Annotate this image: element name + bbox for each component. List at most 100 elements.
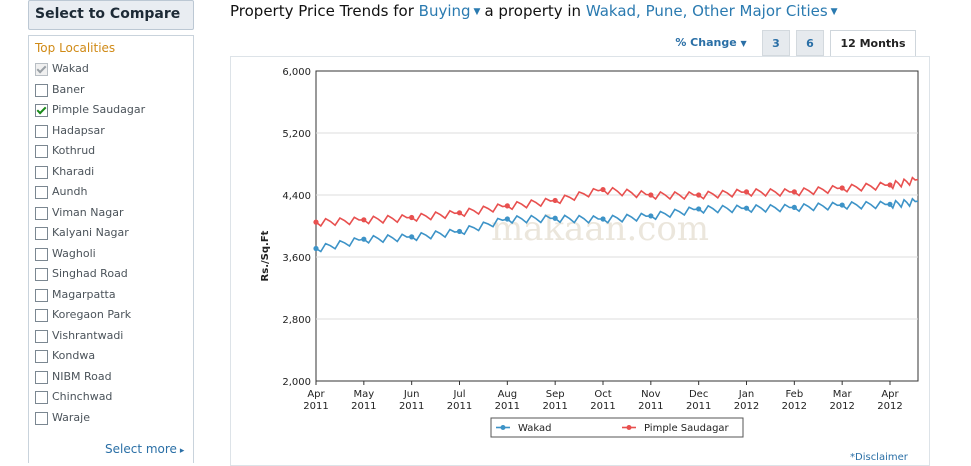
locality-label: Kondwa bbox=[52, 349, 96, 362]
compare-sidebar: Select to Compare Top Localities Wakad Ba… bbox=[28, 0, 194, 463]
locality-label: Koregaon Park bbox=[52, 308, 132, 321]
x-tick-label: Jul bbox=[452, 389, 465, 400]
title-middle: a property in bbox=[484, 2, 582, 20]
x-tick-label: 2012 bbox=[782, 401, 807, 412]
x-tick-label: 2012 bbox=[829, 401, 854, 412]
locality-checkbox[interactable] bbox=[35, 104, 48, 117]
data-point bbox=[839, 202, 845, 208]
data-point bbox=[887, 201, 893, 207]
x-tick-label: Nov bbox=[641, 389, 661, 400]
data-point bbox=[552, 197, 558, 204]
locality-checkbox[interactable] bbox=[35, 186, 48, 199]
locality-label: Waraje bbox=[52, 410, 91, 424]
legend-label: Pimple Saudagar bbox=[644, 423, 730, 434]
tab-6-months[interactable]: 6 bbox=[796, 30, 824, 56]
locality-checkbox[interactable] bbox=[35, 391, 48, 404]
x-tick-label: 2011 bbox=[303, 401, 328, 412]
locality-checkbox[interactable] bbox=[35, 63, 48, 76]
legend-box bbox=[490, 417, 744, 438]
data-point bbox=[313, 245, 319, 252]
x-tick-label: Apr bbox=[307, 389, 325, 400]
locality-checkbox[interactable] bbox=[35, 411, 48, 425]
chevron-down-icon[interactable]: ▼ bbox=[830, 7, 838, 17]
tab-12-months[interactable]: 12 Months bbox=[830, 30, 916, 56]
locality-label: Magarpatta bbox=[52, 287, 116, 301]
legend-marker bbox=[626, 425, 632, 430]
title-prefix: Property Price Trends for bbox=[230, 2, 414, 20]
x-tick-label: 2011 bbox=[399, 401, 424, 412]
locality-label: Vishrantwadi bbox=[52, 328, 124, 342]
data-point bbox=[600, 216, 606, 222]
locality-checkbox[interactable] bbox=[35, 370, 48, 384]
x-tick-label: 2011 bbox=[447, 401, 472, 412]
watermark: makaan.com bbox=[491, 209, 709, 249]
chevron-down-icon[interactable]: ▼ bbox=[740, 39, 747, 48]
x-tick-label: 2011 bbox=[495, 401, 520, 412]
disclaimer-link[interactable]: *Disclaimer bbox=[850, 452, 908, 463]
mode-dropdown[interactable]: Buying bbox=[418, 2, 471, 20]
locality-checkbox[interactable] bbox=[35, 227, 48, 240]
data-point bbox=[743, 205, 750, 211]
x-tick-label: Sep bbox=[546, 389, 565, 400]
data-point bbox=[696, 206, 702, 212]
data-point bbox=[361, 236, 367, 242]
select-more-label[interactable]: Select more bbox=[105, 442, 177, 456]
data-point bbox=[696, 192, 702, 198]
locality-checkbox[interactable] bbox=[35, 83, 48, 97]
locality-checkbox[interactable] bbox=[35, 206, 48, 220]
y-tick-label: 3,600 bbox=[282, 253, 311, 264]
tab-3-months[interactable]: 3 bbox=[762, 30, 790, 56]
x-tick-label: May bbox=[353, 389, 374, 400]
locality-label: Aundh bbox=[52, 185, 88, 198]
data-point bbox=[791, 189, 797, 195]
locality-checkbox[interactable] bbox=[35, 247, 48, 261]
locality-label: Kalyani Nagar bbox=[52, 226, 129, 239]
data-point bbox=[409, 234, 415, 240]
location-dropdown[interactable]: Wakad, Pune, Other Major Cities bbox=[585, 2, 828, 20]
locality-label: Kothrud bbox=[52, 144, 96, 157]
data-point bbox=[361, 217, 367, 223]
y-tick-label: 2,800 bbox=[282, 315, 311, 326]
y-tick-label: 5,200 bbox=[282, 129, 311, 140]
locality-label: Singhad Road bbox=[52, 267, 128, 280]
chevron-down-icon[interactable]: ▼ bbox=[473, 7, 481, 17]
data-point bbox=[600, 186, 606, 193]
data-point bbox=[791, 204, 797, 210]
data-point bbox=[504, 216, 510, 222]
x-tick-label: 2011 bbox=[590, 401, 615, 412]
x-tick-label: Apr bbox=[881, 389, 899, 400]
percent-change-dropdown[interactable]: % Change ▼ bbox=[664, 30, 758, 56]
compare-title: Select to Compare bbox=[35, 6, 181, 22]
locality-label: Hadapsar bbox=[52, 123, 105, 137]
locality-checkbox[interactable] bbox=[35, 288, 48, 302]
locality-checkbox[interactable] bbox=[35, 165, 48, 179]
x-tick-label: Jan bbox=[738, 389, 754, 400]
x-tick-label: Dec bbox=[689, 389, 708, 400]
locality-label: Wakad bbox=[52, 62, 89, 75]
percent-change-label[interactable]: % Change bbox=[675, 36, 737, 49]
x-tick-label: 2012 bbox=[734, 401, 759, 412]
x-tick-label: 2011 bbox=[542, 401, 567, 412]
locality-checkbox[interactable] bbox=[35, 145, 48, 158]
x-tick-label: Mar bbox=[833, 389, 853, 400]
data-point bbox=[552, 215, 558, 221]
locality-checkbox[interactable] bbox=[35, 268, 48, 281]
localities-panel: Top Localities Wakad Baner Pimple Saudagar… bbox=[28, 35, 194, 463]
locality-checkbox[interactable] bbox=[35, 309, 48, 322]
locality-label: Baner bbox=[52, 82, 85, 96]
locality-checkbox[interactable] bbox=[35, 329, 48, 343]
locality-checkbox[interactable] bbox=[35, 124, 48, 138]
locality-label: Kharadi bbox=[52, 164, 95, 178]
chevron-right-icon: ▸ bbox=[179, 446, 185, 456]
x-tick-label: Oct bbox=[594, 389, 611, 400]
select-more-link[interactable]: Select more ▸ bbox=[105, 442, 184, 456]
locality-label: Viman Nagar bbox=[52, 205, 124, 219]
data-point bbox=[839, 185, 845, 191]
data-point bbox=[743, 189, 750, 195]
y-tick-label: 6,000 bbox=[282, 67, 311, 78]
legend-marker bbox=[500, 425, 506, 430]
data-point bbox=[504, 203, 510, 209]
y-axis-title: Rs./Sq.Ft bbox=[260, 230, 271, 281]
locality-checkbox[interactable] bbox=[35, 350, 48, 363]
